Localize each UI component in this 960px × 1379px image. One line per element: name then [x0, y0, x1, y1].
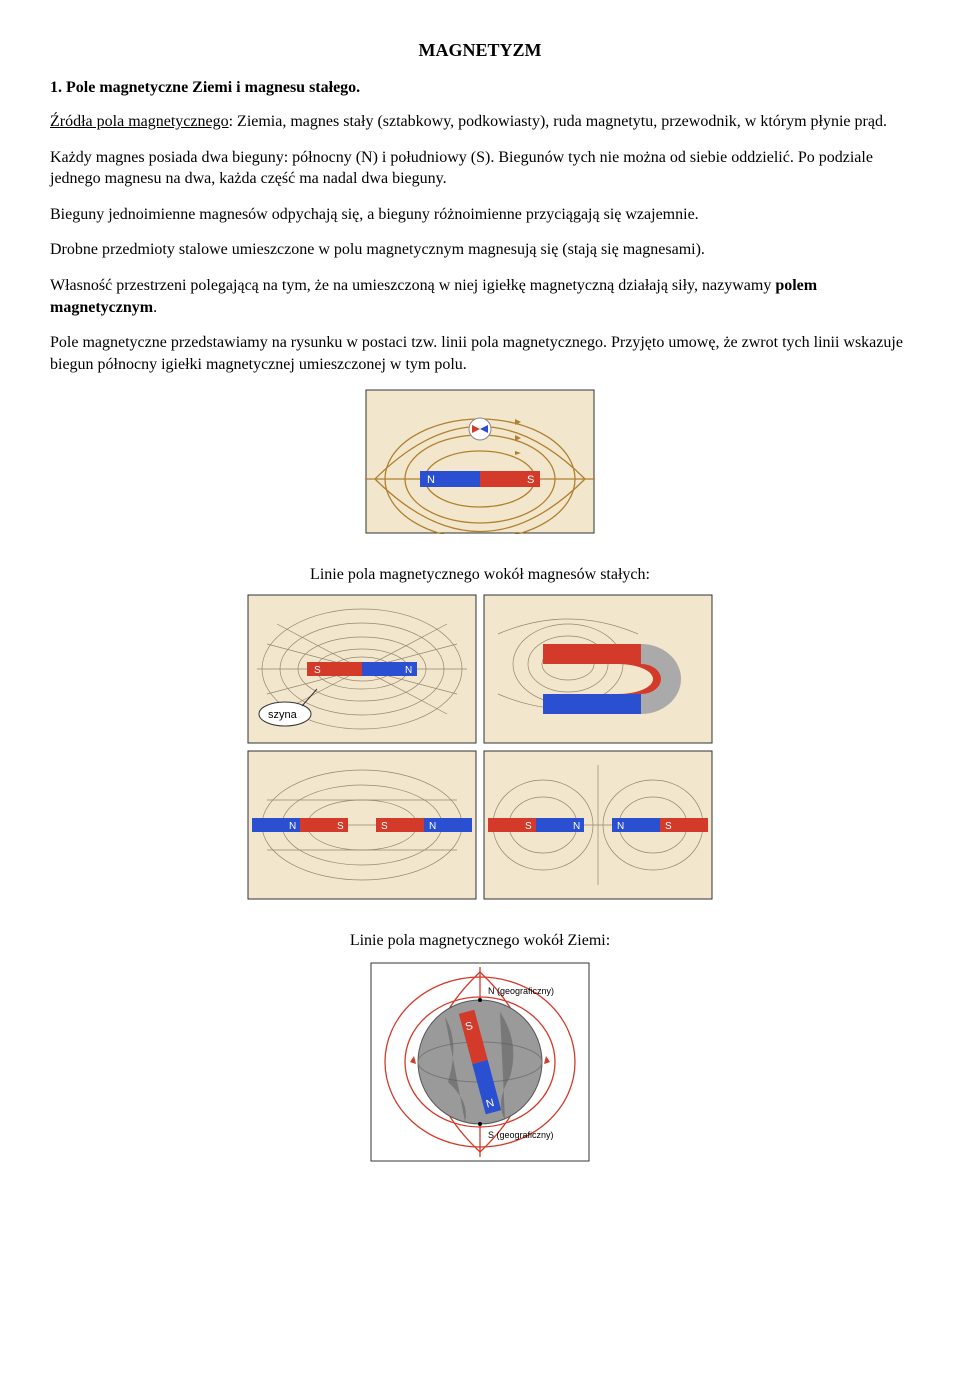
svg-text:S: S	[665, 821, 672, 832]
svg-text:S: S	[337, 821, 344, 832]
svg-text:S: S	[314, 665, 321, 676]
svg-text:N: N	[573, 821, 580, 832]
caption-magnets: Linie pola magnetycznego wokół magnesów …	[50, 564, 910, 586]
paragraph-1: Źródła pola magnetycznego: Ziemia, magne…	[50, 111, 910, 133]
paragraph-2: Każdy magnes posiada dwa bieguny: północ…	[50, 147, 910, 190]
p5-c: .	[153, 299, 157, 316]
svg-text:N: N	[289, 821, 296, 832]
p5-a: Własność przestrzeni polegającą na tym, …	[50, 277, 775, 294]
p1-lead: Źródła pola magnetycznego	[50, 113, 229, 130]
paragraph-3: Bieguny jednoimienne magnesów odpychają …	[50, 204, 910, 226]
svg-text:N: N	[405, 665, 412, 676]
pole-n-label: N	[427, 474, 435, 486]
paragraph-5: Własność przestrzeni polegającą na tym, …	[50, 275, 910, 318]
caption-earth: Linie pola magnetycznego wokół Ziemi:	[50, 930, 910, 952]
pole-s-label: S	[527, 474, 534, 486]
paragraph-4: Drobne przedmioty stalowe umieszczone w …	[50, 239, 910, 261]
section-heading-1: 1. Pole magnetyczne Ziemi i magnesu stał…	[50, 79, 910, 97]
svg-text:S: S	[381, 821, 388, 832]
szyna-label: szyna	[268, 709, 298, 721]
figure-bar-magnet-field: N S	[50, 389, 910, 534]
paragraph-6: Pole magnetyczne przedstawiamy na rysunk…	[50, 332, 910, 375]
n-geo-label: N (geograficzny)	[488, 986, 554, 996]
svg-text:N: N	[617, 821, 624, 832]
figure-earth-field: S N N (geograficzny) S (geograficzny)	[50, 962, 910, 1162]
svg-text:S: S	[525, 821, 532, 832]
s-geo-label: S (geograficzny)	[488, 1130, 554, 1140]
svg-text:N: N	[429, 821, 436, 832]
figure-grid-magnets: S N szyna	[50, 594, 910, 900]
p1-rest: : Ziemia, magnes stały (sztabkowy, podko…	[229, 113, 887, 130]
page-title: MAGNETYZM	[50, 40, 910, 61]
